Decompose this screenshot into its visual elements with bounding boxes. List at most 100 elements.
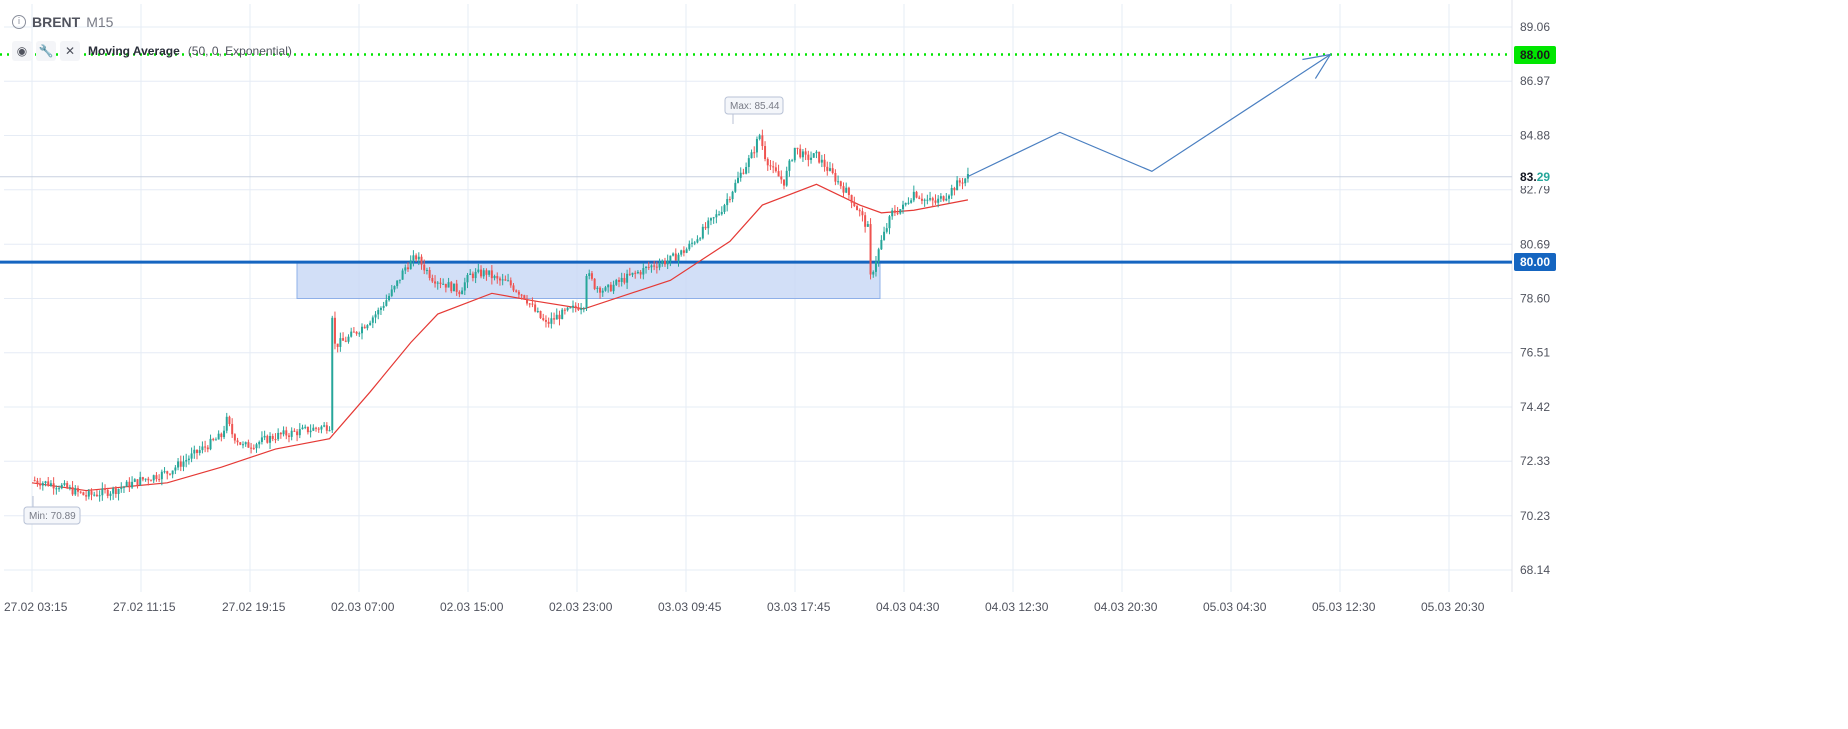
candle-down bbox=[764, 146, 767, 160]
candle-down bbox=[574, 305, 577, 308]
candle-up bbox=[904, 202, 907, 205]
candle-up bbox=[385, 300, 388, 306]
candle-up bbox=[474, 271, 477, 279]
symbol-label[interactable]: BRENT bbox=[32, 14, 81, 30]
candle-up bbox=[68, 487, 71, 489]
eye-icon[interactable]: ◉ bbox=[12, 41, 32, 61]
candle-up bbox=[160, 471, 163, 480]
candle-up bbox=[301, 427, 304, 430]
candle-down bbox=[236, 440, 239, 443]
projection-path bbox=[967, 54, 1331, 178]
candle-down bbox=[247, 442, 250, 448]
candle-down bbox=[355, 331, 358, 334]
candle-down bbox=[682, 250, 685, 253]
candle-up bbox=[133, 479, 136, 482]
candle-down bbox=[818, 151, 821, 163]
candle-down bbox=[76, 488, 79, 492]
candle-down bbox=[617, 279, 620, 282]
candle-up bbox=[588, 273, 591, 276]
time-tick-label: 04.03 20:30 bbox=[1094, 600, 1158, 614]
target-price-tag: 88.00 bbox=[1514, 45, 1557, 64]
candle-down bbox=[623, 277, 626, 283]
candle-down bbox=[271, 435, 274, 440]
candle-down bbox=[774, 167, 777, 172]
candle-down bbox=[315, 427, 318, 429]
candle-up bbox=[726, 199, 729, 206]
timeframe-label[interactable]: M15 bbox=[86, 14, 114, 30]
candle-up bbox=[747, 158, 750, 168]
candle-up bbox=[939, 196, 942, 199]
candle-up bbox=[74, 488, 77, 495]
candle-up bbox=[361, 326, 364, 334]
candle-up bbox=[209, 438, 212, 450]
time-tick-label: 05.03 20:30 bbox=[1421, 600, 1485, 614]
candle-up bbox=[755, 138, 758, 153]
current-price-tag: 83.29 bbox=[1514, 167, 1557, 186]
candle-up bbox=[63, 483, 66, 485]
candle-down bbox=[896, 212, 899, 214]
candle-down bbox=[158, 479, 161, 481]
candle-up bbox=[350, 331, 353, 337]
candle-up bbox=[174, 467, 177, 471]
candle-up bbox=[572, 305, 574, 308]
candle-down bbox=[52, 483, 55, 489]
candle-up bbox=[152, 475, 155, 481]
candle-up bbox=[877, 249, 880, 262]
candle-up bbox=[217, 433, 220, 440]
indicator-name[interactable]: Moving Average bbox=[88, 44, 180, 58]
target-price-value: 88.00 bbox=[1520, 47, 1551, 62]
wrench-icon[interactable]: 🔧 bbox=[36, 41, 56, 61]
support-price-tag: 80.00 bbox=[1514, 253, 1557, 272]
candle-down bbox=[547, 321, 550, 324]
candle-up bbox=[945, 198, 948, 201]
candle-down bbox=[515, 290, 518, 292]
candle-up bbox=[425, 269, 428, 271]
price-tick-label: 80.69 bbox=[1520, 237, 1550, 251]
candle-up bbox=[44, 481, 47, 484]
candle-up bbox=[926, 199, 929, 201]
candle-up bbox=[55, 488, 58, 490]
consolidation-zone bbox=[296, 261, 881, 299]
candle-down bbox=[147, 478, 150, 481]
max-label: Max: 85.44 bbox=[730, 101, 780, 112]
candle-up bbox=[812, 153, 815, 158]
price-tick-label: 86.97 bbox=[1520, 74, 1550, 88]
candle-up bbox=[214, 439, 217, 441]
candle-up bbox=[171, 470, 174, 475]
candle-up bbox=[582, 308, 585, 310]
indicator-params: (50, 0, Exponential) bbox=[187, 44, 292, 58]
candle-up bbox=[436, 282, 439, 284]
candle-up bbox=[815, 151, 818, 154]
candle-up bbox=[645, 266, 648, 269]
candle-up bbox=[691, 242, 694, 244]
candle-up bbox=[580, 308, 583, 310]
info-icon[interactable]: i bbox=[12, 15, 26, 29]
candle-down bbox=[842, 186, 845, 193]
candle-up bbox=[642, 268, 645, 275]
candle-up bbox=[93, 494, 96, 496]
candle-up bbox=[187, 458, 190, 461]
candle-down bbox=[761, 135, 764, 147]
candle-down bbox=[490, 270, 493, 279]
candle-up bbox=[750, 152, 753, 159]
candle-up bbox=[290, 430, 293, 437]
candle-up bbox=[615, 279, 618, 285]
candle-down bbox=[114, 488, 117, 495]
candle-down bbox=[231, 423, 234, 435]
candle-down bbox=[306, 426, 309, 433]
candle-down bbox=[455, 283, 458, 292]
candle-down bbox=[799, 148, 802, 158]
candle-down bbox=[317, 428, 320, 430]
candle-down bbox=[942, 196, 945, 201]
candle-down bbox=[406, 267, 409, 270]
indicator-legend: ◉ 🔧 ✕ Moving Average (50, 0, Exponential… bbox=[12, 41, 292, 61]
candle-up bbox=[347, 336, 350, 342]
candle-up bbox=[182, 461, 185, 467]
candle-down bbox=[279, 432, 282, 435]
candle-up bbox=[699, 238, 702, 240]
candle-down bbox=[523, 295, 526, 299]
candle-up bbox=[488, 270, 491, 275]
candle-down bbox=[958, 180, 961, 183]
close-icon[interactable]: ✕ bbox=[60, 41, 80, 61]
